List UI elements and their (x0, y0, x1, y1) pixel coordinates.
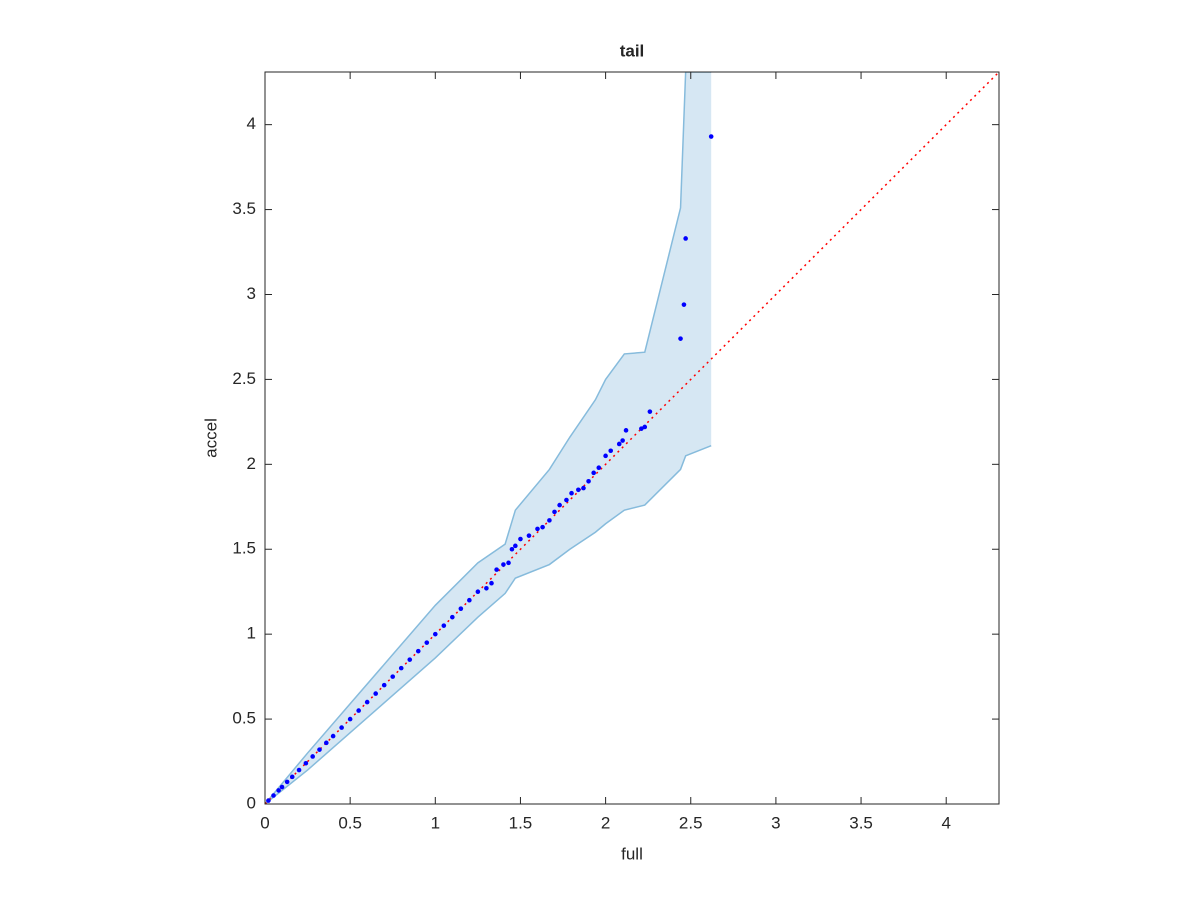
y-tick-label: 3.5 (232, 199, 256, 218)
data-point (639, 426, 644, 431)
data-point (475, 589, 481, 595)
y-tick-label: 1 (247, 624, 256, 643)
data-point (271, 793, 276, 798)
data-point (324, 740, 329, 746)
data-point (364, 699, 370, 705)
x-tick-label: 3.5 (849, 813, 873, 832)
data-point (433, 631, 438, 637)
data-point (581, 485, 586, 491)
data-point (441, 623, 447, 628)
data-point (552, 509, 557, 515)
data-point (569, 490, 574, 496)
y-tick-label: 0 (247, 793, 256, 812)
x-tick-label: 0 (260, 813, 269, 832)
y-tick-label: 2.5 (232, 369, 256, 388)
data-point (279, 784, 285, 790)
x-tick-label: 4 (941, 813, 950, 832)
data-point (330, 733, 336, 739)
data-point (339, 725, 344, 730)
data-point (450, 614, 455, 620)
data-point (303, 760, 309, 766)
data-point (284, 779, 290, 785)
data-point (683, 236, 688, 241)
confidence-band (265, 72, 712, 804)
data-point (564, 497, 569, 503)
data-point (678, 336, 683, 341)
y-tick-label: 4 (247, 114, 256, 133)
data-point (647, 409, 653, 414)
data-point (390, 674, 396, 679)
data-point (591, 470, 596, 476)
data-point (489, 580, 494, 586)
x-tick-label: 2.5 (679, 813, 703, 832)
data-point (296, 767, 302, 773)
data-point (513, 543, 518, 549)
data-point (708, 134, 714, 139)
data-point (467, 597, 472, 603)
axes-box (264, 71, 1000, 805)
y-tick-label: 1.5 (232, 539, 256, 558)
data-point (289, 774, 295, 780)
data-point (623, 428, 629, 433)
data-point (616, 441, 622, 447)
data-point (347, 716, 353, 722)
data-point (535, 526, 540, 532)
data-point (506, 560, 511, 566)
data-point (681, 302, 687, 307)
x-tick-label: 3 (771, 813, 780, 832)
x-tick-label: 1.5 (509, 813, 533, 832)
data-point (494, 567, 499, 572)
data-point (310, 754, 315, 759)
x-axis-label: full (621, 844, 643, 863)
data-point (526, 533, 532, 538)
data-point (266, 798, 271, 803)
data-point (381, 682, 387, 688)
data-point (398, 665, 404, 671)
data-point (603, 453, 608, 459)
data-point (642, 424, 648, 430)
data-point (620, 438, 625, 443)
data-point (407, 657, 413, 662)
data-point (540, 524, 545, 530)
data-point (586, 479, 591, 484)
data-point (373, 691, 378, 696)
band-upper-edge (265, 72, 712, 804)
data-point (484, 586, 489, 591)
y-axis-label: accel (201, 418, 220, 458)
x-tick-label: 1 (431, 813, 440, 832)
data-point (547, 518, 552, 523)
data-point (276, 788, 281, 793)
chart-title: tail (620, 41, 645, 60)
data-point (356, 708, 361, 713)
data-point (608, 448, 614, 454)
x-tick-label: 2 (601, 813, 610, 832)
y-tick-label: 2 (247, 454, 256, 473)
data-point (557, 502, 562, 508)
data-point (501, 562, 506, 567)
band-lower-edge (265, 444, 712, 804)
data-point (424, 640, 430, 645)
data-point (415, 648, 421, 654)
y-tick-label: 0.5 (232, 709, 256, 728)
data-point (458, 606, 464, 611)
data-point (596, 465, 602, 471)
x-tick-label: 0.5 (338, 813, 362, 832)
data-point (576, 487, 581, 493)
data-point (509, 546, 515, 552)
data-point (317, 747, 322, 752)
data-point (518, 536, 523, 542)
y-tick-label: 3 (247, 284, 256, 303)
